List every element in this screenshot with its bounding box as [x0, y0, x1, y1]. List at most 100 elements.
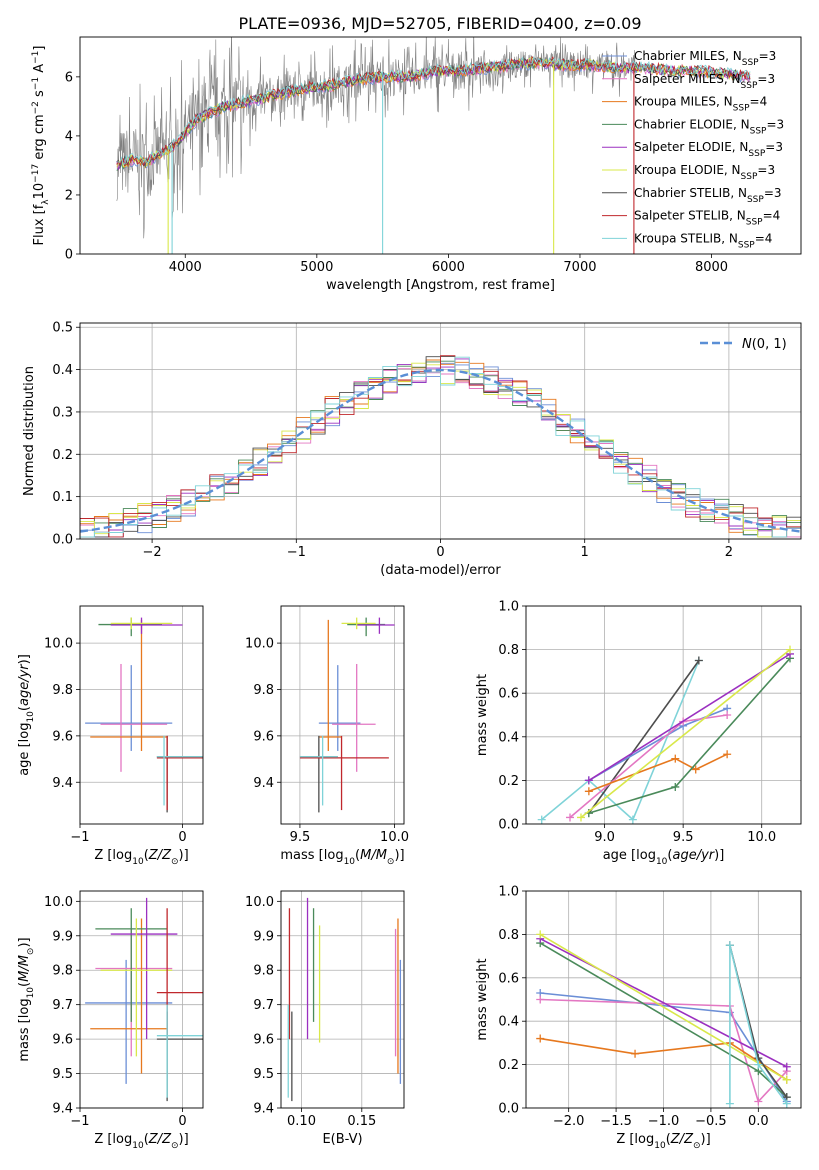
legend-label-part: SSP [741, 81, 758, 91]
y-tick-label: 10.0 [245, 895, 274, 910]
x-tick-label: 1 [581, 545, 589, 560]
data-marks [80, 355, 801, 539]
plot-area [281, 891, 404, 1108]
y-axis-label-part: 10 [26, 711, 36, 723]
panel-4: 9.5 10.0 9.4 9.6 9.8 10.0 mass [log10(M/M⊙)] [245, 605, 409, 867]
data-marks [287, 897, 402, 1102]
y-axis-label-part: λ [41, 199, 51, 205]
weight-marker [536, 995, 545, 1004]
x-axis-label-part: wavelength [Angstrom, rest frame] [326, 278, 555, 293]
plot-area [281, 606, 404, 824]
y-axis-label: age [log10(age/yr)] [17, 654, 36, 776]
weight-marker [782, 1099, 791, 1108]
x-axis-label: (data-model)/error [380, 563, 501, 578]
y-tick-label: 0.8 [498, 643, 519, 658]
axes-frame [79, 36, 802, 255]
data-marks [116, 37, 751, 254]
y-tick-label: 0.3 [52, 405, 73, 420]
weight-marker [782, 1062, 791, 1071]
x-axis-label: age [log10(age/yr)] [603, 848, 725, 867]
y-tick-label: 9.7 [52, 998, 73, 1013]
y-tick-label: 0.8 [498, 928, 519, 943]
y-tick-label: 0.4 [498, 730, 519, 745]
x-axis-label-part: ⊙ [171, 1141, 179, 1151]
x-axis-label-part: ( [666, 1132, 671, 1147]
x-tick-label: 7000 [563, 260, 596, 275]
y-tick-label: 0.6 [498, 971, 519, 986]
x-axis-label-part: Z/Z [670, 1132, 694, 1147]
weight-marker [631, 1049, 640, 1058]
weight-marker [671, 754, 680, 763]
x-axis-label-part: ( [355, 848, 360, 863]
axes-frame [525, 605, 802, 825]
weight-marker [584, 776, 593, 785]
x-axis-label-part: ⊙ [693, 1141, 701, 1151]
x-axis-label-part: )] [701, 1132, 711, 1147]
weight-line-chabrier-stelib [588, 660, 700, 814]
x-axis-label-part: (data-model)/error [380, 563, 501, 578]
x-tick-label: 0.10 [287, 1114, 316, 1129]
weight-marker [694, 656, 703, 665]
residual-histogram-kroupa-stelib [80, 356, 801, 539]
legend-label-part: Salpeter MILES, N [634, 72, 741, 86]
x-axis-label-part: ( [144, 1132, 149, 1147]
x-axis-label-part: Z/Z [148, 848, 172, 863]
x-tick-label: 0.15 [347, 1114, 376, 1129]
y-tick-label: 9.8 [253, 964, 274, 979]
x-axis-label: Z [log10(Z/Z⊙)] [94, 848, 188, 867]
legend-label: N(0, 1) [742, 337, 787, 352]
x-axis-label-part: Z/Z [148, 1132, 172, 1147]
legend-label: Chabrier MILES, NSSP=3 [634, 49, 776, 68]
x-axis-label-part: )] [179, 848, 189, 863]
panel-1: 4000 5000 6000 7000 8000 0 2 4 6 wavelength [Angs… [31, 36, 802, 293]
x-tick-label: 4000 [169, 260, 202, 275]
weight-marker [754, 1060, 763, 1069]
model-spectrum-kroupa-stelib [116, 55, 751, 165]
plot-area [526, 891, 801, 1108]
y-axis-label-part: ⊙ [26, 948, 36, 956]
x-axis-label-part: Z [log [94, 848, 132, 863]
y-axis-label-part: −1 [31, 77, 41, 90]
x-axis-label-part: age [log [603, 848, 656, 863]
legend-label: Salpeter MILES, NSSP=3 [634, 72, 775, 91]
y-axis-label-part: age [log [17, 723, 32, 776]
y-tick-label: 0.5 [52, 321, 73, 336]
legend-label: Salpeter ELODIE, NSSP=3 [634, 140, 783, 159]
y-axis-label-part: s [32, 90, 47, 101]
y-tick-label: 9.4 [52, 1102, 73, 1117]
x-axis-label: wavelength [Angstrom, rest frame] [326, 278, 555, 293]
x-axis-label-part: )] [179, 1132, 189, 1147]
y-axis-label-part: mass [log [17, 998, 32, 1061]
axes-frame [280, 605, 405, 825]
y-axis-label-part: age/yr [17, 663, 32, 706]
panel-8: −2.0 −1.5 −1.0 −0.5 0.0 0.0 0.2 0.4 0.6 0.8 1.0 Z [… [475, 885, 802, 1151]
weight-line-salpeter-elodie [539, 937, 788, 1068]
weight-marker [786, 645, 794, 654]
legend-label-part: Chabrier STELIB, N [634, 186, 747, 200]
weight-marker [725, 941, 734, 950]
y-tick-label: 9.8 [253, 683, 274, 698]
weight-marker [754, 1097, 763, 1106]
weight-line-kroupa-elodie [580, 648, 791, 819]
figure-title: PLATE=0936, MJD=52705, FIBERID=0400, z=0… [238, 14, 641, 33]
plot-area [116, 37, 751, 254]
y-tick-label: 10.0 [245, 637, 274, 652]
x-tick-label: 10.0 [747, 830, 776, 845]
legend-label-part: SSP [742, 58, 759, 68]
legend-label-part: Kroupa MILES, N [634, 95, 733, 109]
y-tick-label: 9.4 [253, 776, 274, 791]
y-tick-label: 2 [65, 188, 73, 203]
legend-label-part: Kroupa STELIB, N [634, 231, 738, 245]
x-axis-label-part: M/M [360, 848, 387, 863]
panel-2: −2 −1 0 1 2 0.0 0.1 0.2 0.3 0.4 0.5 (data-model)/er… [22, 321, 802, 578]
grid-lines [526, 606, 801, 824]
x-tick-label: −0.5 [695, 1114, 727, 1129]
x-axis-label-part: ( [667, 848, 672, 863]
y-tick-label: 0 [65, 248, 73, 263]
x-axis-label-part: ⊙ [387, 857, 395, 867]
x-tick-label: −1 [70, 1114, 89, 1129]
x-axis-label-part: 10 [132, 857, 144, 867]
legend-label-part: Chabrier ELODIE, N [634, 117, 750, 131]
x-axis-label-part: Z [log [616, 1132, 654, 1147]
x-axis-label-part: 10 [132, 1141, 144, 1151]
